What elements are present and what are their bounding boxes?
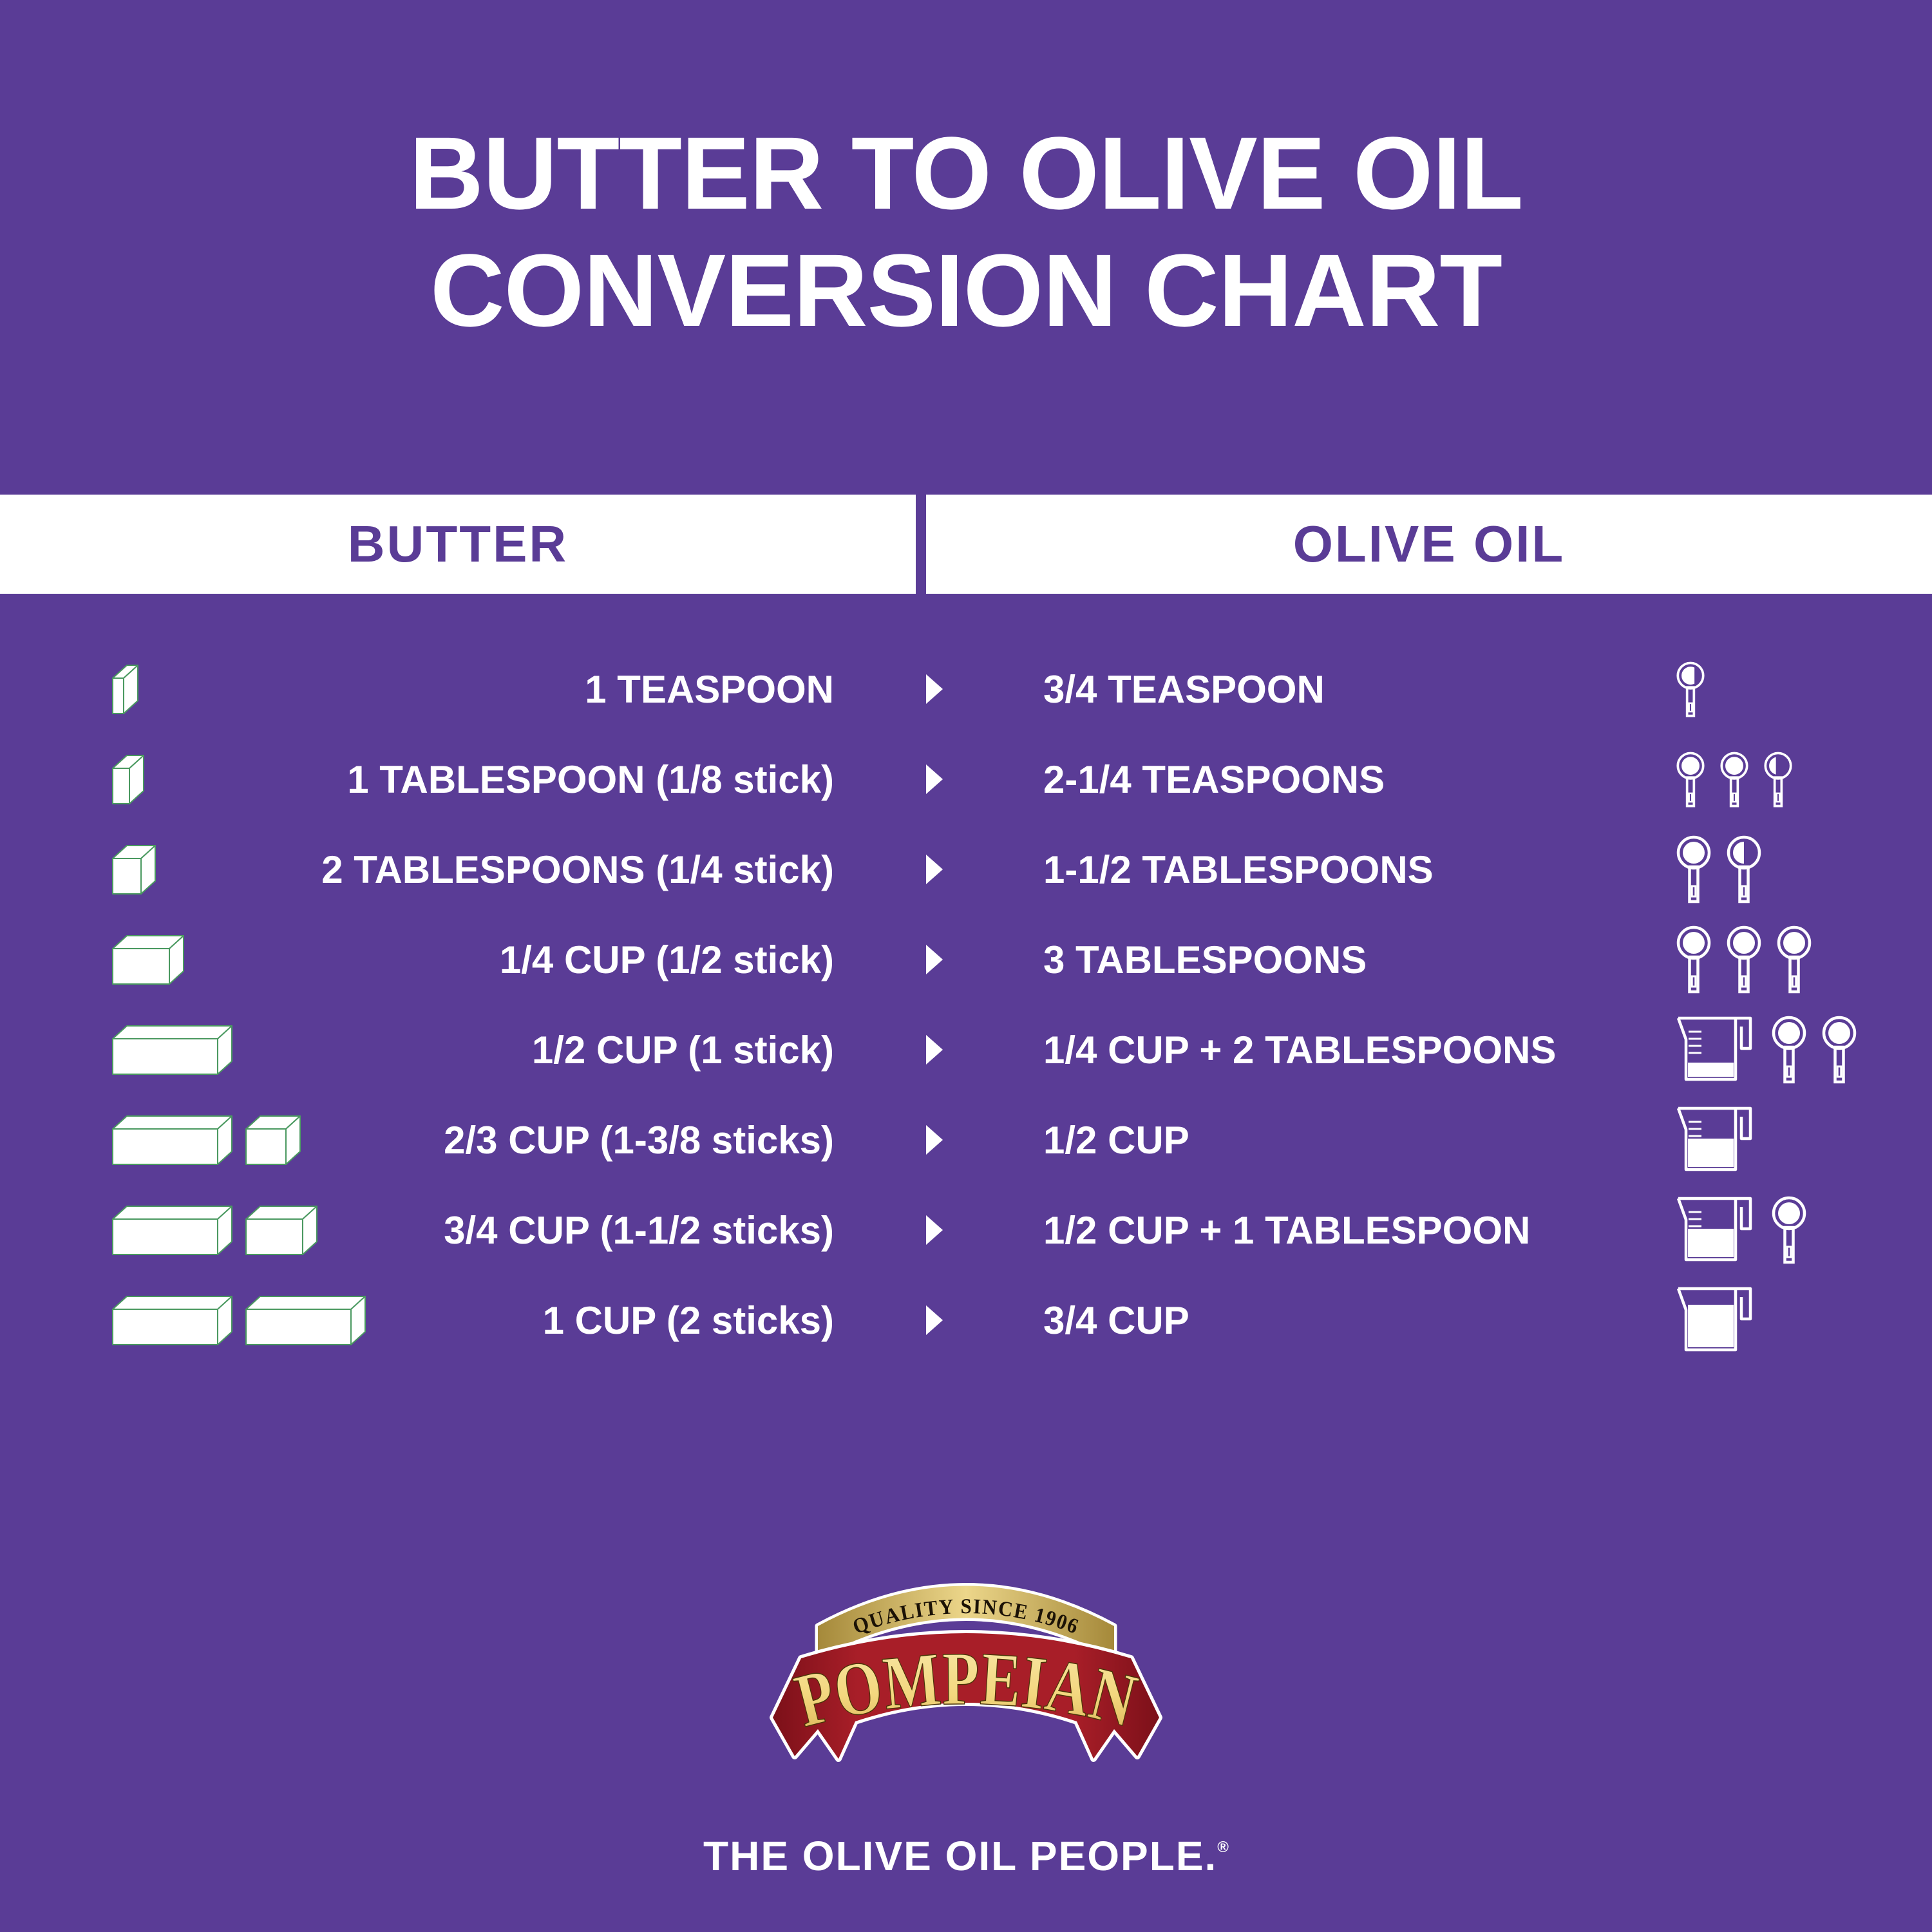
footer-tagline-text: THE OLIVE OIL PEOPLE. — [703, 1833, 1218, 1879]
conversion-row: 1/2 CUP (1 stick) 1/4 CUP + 2 TABLESPOON… — [0, 1005, 1932, 1095]
olive-oil-amount: 1-1/2 TABLESPOONS — [1043, 848, 1434, 891]
column-divider — [916, 495, 926, 594]
arrow-icon — [926, 855, 943, 884]
butter-stick-icon — [112, 934, 184, 985]
arrow-icon — [926, 1035, 943, 1065]
olive-oil-amount: 3/4 TEASPOON — [1043, 667, 1325, 711]
butter-stick-icon — [112, 1205, 232, 1255]
conversion-row: 1 CUP (2 sticks) 3/4 CUP — [0, 1275, 1932, 1365]
page-title-line2: CONVERSION CHART — [430, 232, 1502, 348]
butter-amount: 2 TABLESPOONS (1/4 stick) — [321, 848, 834, 891]
pompeian-logo: QUALITY SINCE 1906 POMPEIAN — [770, 1583, 1162, 1762]
measuring-cup-icon — [1676, 1287, 1752, 1352]
measuring-spoon-icon — [1676, 835, 1711, 904]
conversion-row: 1 TEASPOON 3/4 TEASPOON — [0, 644, 1932, 734]
measuring-spoon-icon — [1777, 925, 1812, 994]
butter-stick-icon — [245, 1115, 301, 1165]
butter-stick-icon — [112, 1025, 232, 1075]
butter-stick-icon — [112, 1115, 232, 1165]
conversion-row: 3/4 CUP (1-1/2 sticks) 1/2 CUP + 1 TABLE… — [0, 1185, 1932, 1275]
butter-amount: 1 TEASPOON — [585, 667, 834, 711]
page-title-line1: BUTTER TO OLIVE OIL — [409, 115, 1523, 231]
measuring-spoon-icon — [1727, 835, 1761, 904]
butter-amount: 3/4 CUP (1-1/2 sticks) — [444, 1208, 834, 1252]
arrow-icon — [926, 1305, 943, 1335]
olive-oil-amount: 3/4 CUP — [1043, 1298, 1189, 1342]
butter-icon-group — [111, 644, 140, 734]
arrow-icon — [926, 674, 943, 704]
logo-red-ribbon: POMPEIAN — [770, 1630, 1162, 1762]
footer-tagline: THE OLIVE OIL PEOPLE.® — [0, 1832, 1932, 1880]
row-arrow — [926, 764, 943, 794]
olive-oil-amount: 2-1/4 TEASPOONS — [1043, 757, 1385, 801]
measuring-spoon-icon — [1772, 1016, 1806, 1084]
measuring-spoon-icon — [1764, 752, 1792, 807]
row-arrow — [926, 1215, 943, 1245]
butter-icon-group — [111, 1005, 234, 1095]
butter-amount: 1/2 CUP (1 stick) — [531, 1028, 834, 1072]
arrow-icon — [926, 945, 943, 974]
column-header-olive-oil: OLIVE OIL — [1293, 515, 1566, 573]
butter-icon-group — [111, 1185, 319, 1275]
measuring-cup-icon — [1676, 1016, 1752, 1081]
row-arrow — [926, 1305, 943, 1335]
butter-amount: 1 TABLESPOON (1/8 stick) — [347, 757, 834, 801]
conversion-row: 2 TABLESPOONS (1/4 stick) 1-1/2 TABLESPO… — [0, 824, 1932, 914]
page-title: BUTTER TO OLIVE OIL CONVERSION CHART — [0, 115, 1932, 349]
butter-amount: 1 CUP (2 sticks) — [542, 1298, 834, 1342]
butter-stick-icon — [112, 754, 144, 804]
olive-oil-icon-group — [1676, 644, 1705, 734]
olive-oil-amount: 1/2 CUP + 1 TABLESPOON — [1043, 1208, 1531, 1252]
arrow-icon — [926, 1215, 943, 1245]
butter-amount: 1/4 CUP (1/2 stick) — [499, 938, 834, 981]
butter-icon-group — [111, 824, 157, 914]
row-arrow — [926, 945, 943, 974]
conversion-row: 1/4 CUP (1/2 stick) 3 TABLESPOONS — [0, 914, 1932, 1005]
arrow-icon — [926, 1125, 943, 1155]
measuring-spoon-icon — [1676, 925, 1711, 994]
olive-oil-icon-group — [1676, 824, 1762, 914]
butter-stick-icon — [112, 1295, 232, 1345]
olive-oil-icon-group — [1676, 914, 1812, 1005]
olive-oil-amount: 1/4 CUP + 2 TABLESPOONS — [1043, 1028, 1557, 1072]
olive-oil-icon-group — [1676, 1095, 1757, 1185]
measuring-spoon-icon — [1676, 752, 1705, 807]
arrow-icon — [926, 764, 943, 794]
butter-icon-group — [111, 1095, 302, 1185]
olive-oil-icon-group — [1676, 1005, 1857, 1095]
registered-mark: ® — [1217, 1839, 1229, 1856]
row-arrow — [926, 1035, 943, 1065]
butter-stick-icon — [245, 1205, 317, 1255]
olive-oil-amount: 1/2 CUP — [1043, 1118, 1189, 1162]
row-arrow — [926, 1125, 943, 1155]
olive-oil-icon-group — [1676, 734, 1793, 824]
measuring-cup-icon — [1676, 1197, 1752, 1262]
row-arrow — [926, 855, 943, 884]
olive-oil-icon-group — [1676, 1185, 1807, 1275]
butter-amount: 2/3 CUP (1-3/8 sticks) — [444, 1118, 834, 1162]
olive-oil-amount: 3 TABLESPOONS — [1043, 938, 1367, 981]
butter-icon-group — [111, 914, 185, 1005]
butter-icon-group — [111, 734, 146, 824]
conversion-row: 1 TABLESPOON (1/8 stick) 2-1/4 TEASPOONS — [0, 734, 1932, 824]
conversion-row: 2/3 CUP (1-3/8 sticks) 1/2 CUP — [0, 1095, 1932, 1185]
measuring-spoon-icon — [1676, 661, 1705, 717]
row-arrow — [926, 674, 943, 704]
measuring-spoon-icon — [1822, 1016, 1857, 1084]
butter-stick-icon — [245, 1295, 366, 1345]
measuring-spoon-icon — [1772, 1196, 1806, 1264]
measuring-spoon-icon — [1727, 925, 1761, 994]
measuring-cup-icon — [1676, 1106, 1752, 1171]
butter-icon-group — [111, 1275, 367, 1365]
column-header-butter: BUTTER — [347, 515, 569, 573]
logo-gold-banner: QUALITY SINCE 1906 — [815, 1583, 1117, 1662]
olive-oil-icon-group — [1676, 1275, 1757, 1365]
column-header-band: BUTTER OLIVE OIL — [0, 495, 1932, 594]
butter-stick-icon — [112, 844, 156, 895]
measuring-spoon-icon — [1720, 752, 1748, 807]
butter-stick-icon — [112, 664, 138, 714]
